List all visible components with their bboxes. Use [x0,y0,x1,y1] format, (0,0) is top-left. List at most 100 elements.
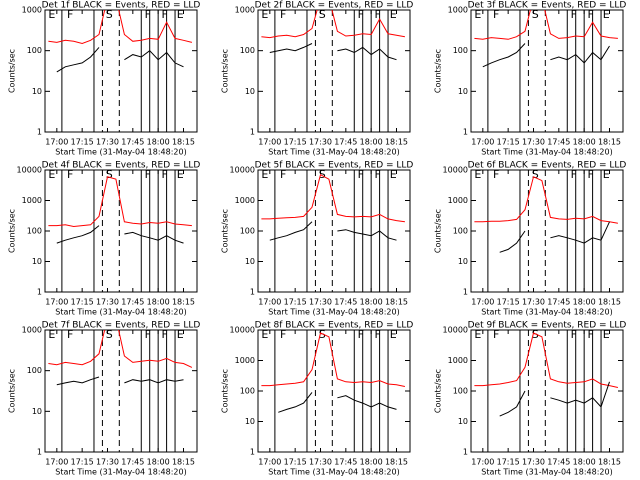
x-axis-label: Start Time (31-May-04 18:48:20) [55,148,186,157]
x-axis-label: Start Time (31-May-04 18:48:20) [55,468,186,477]
chart-title: Det 6f BLACK = Events, RED = LLD [468,161,627,171]
x-tick-label: 17:15 [71,138,94,147]
chart-title: Det 9f BLACK = Events, RED = LLD [468,321,627,331]
x-tick-label: 18:15 [598,298,621,307]
panel: Det 7f BLACK = Events, RED = LLD 1 10 100 10… [8,321,201,477]
interval-letter: E [177,328,184,341]
plot-frame [470,9,624,133]
x-tick-label: 18:15 [598,458,621,467]
panel: Det 5f BLACK = Events, RED = LLD 1 10 100 10… [221,161,414,317]
interval-letter: F [375,8,381,21]
x-axis-label: Start Time (31-May-04 18:48:20) [481,308,612,317]
chart-title: Det 4f BLACK = Events, RED = LLD [42,161,201,171]
plot-frame [257,9,411,133]
panel: Det 6f BLACK = Events, RED = LLD 1 10 100 10… [434,161,627,317]
series-line [56,225,184,244]
y-tick-label: 100 [240,227,255,236]
interval-letter: S [532,168,539,181]
y-tick-label: 100 [240,387,255,396]
interval-letter: E [474,168,481,181]
x-tick-label: 18:00 [573,138,596,147]
x-tick-label: 18:15 [172,138,195,147]
y-tick-label: 1000 [448,6,468,15]
x-tick-label: 17:30 [96,458,119,467]
series-line [48,330,193,368]
x-tick-label: 18:15 [385,138,408,147]
y-tick-label: 100 [27,227,42,236]
y-tick-label: 100 [240,46,255,55]
x-tick-label: 17:15 [497,458,520,467]
y-tick-label: 10 [458,417,468,426]
x-tick-label: 18:00 [147,138,170,147]
chart-title: Det 7f BLACK = Events, RED = LLD [42,321,201,331]
chart-title: Det 8f BLACK = Events, RED = LLD [255,321,414,331]
x-tick-label: 17:15 [71,298,94,307]
y-tick-label: 10 [245,417,255,426]
panel: Det 2f BLACK = Events, RED = LLD 1 10 100 10… [221,1,414,157]
series-line [48,10,193,45]
interval-letter: S [532,328,539,341]
x-tick-label: 17:45 [334,138,357,147]
y-tick-label: 10000 [230,166,255,175]
y-axis-label: Counts/sec [8,369,17,413]
x-tick-label: 17:45 [121,458,144,467]
chart-title: Det 1f BLACK = Events, RED = LLD [42,1,201,11]
interval-letter: S [532,8,539,21]
interval-letter: F [493,328,499,341]
plot-frame [44,329,198,453]
interval-letter: F [571,328,577,341]
interval-letter: F [145,168,151,181]
y-tick-label: 1 [37,288,42,297]
panel: Det 9f BLACK = Events, RED = LLD 1 10 100 10… [434,321,627,477]
x-tick-label: 17:00 [45,138,68,147]
x-tick-label: 17:45 [547,458,570,467]
interval-letter: F [280,328,286,341]
y-axis-label: Counts/sec [434,369,443,413]
x-tick-label: 17:00 [258,298,281,307]
x-axis-label: Start Time (31-May-04 18:48:20) [481,148,612,157]
x-tick-label: 17:00 [471,298,494,307]
x-tick-label: 17:45 [547,298,570,307]
x-tick-label: 17:45 [334,458,357,467]
y-tick-label: 10000 [17,166,42,175]
x-tick-label: 17:00 [258,138,281,147]
x-tick-label: 17:30 [522,458,545,467]
panel: Det 4f BLACK = Events, RED = LLD 1 10 100 10… [8,161,201,317]
panel: Det 3f BLACK = Events, RED = LLD 1 10 100 10… [434,1,627,157]
y-tick-label: 1 [37,128,42,137]
y-tick-label: 10000 [443,326,468,335]
interval-letter: F [358,168,364,181]
interval-letter: F [588,328,594,341]
y-tick-label: 1000 [448,356,468,365]
interval-letter: F [358,8,364,21]
y-tick-label: 10 [245,87,255,96]
y-tick-label: 1000 [22,326,42,335]
series-line [474,176,618,224]
interval-letter: F [493,8,499,21]
interval-letter: E [603,168,610,181]
interval-letter: F [571,168,577,181]
y-tick-label: 1000 [22,6,42,15]
interval-letter: E [48,328,55,341]
y-tick-label: 100 [453,227,468,236]
panel: Det 8f BLACK = Events, RED = LLD 1 10 100 10… [221,321,414,477]
x-tick-label: 17:15 [71,458,94,467]
interval-letter: E [474,328,481,341]
y-tick-label: 1000 [448,196,468,205]
plot-frame [470,329,624,453]
x-tick-label: 17:30 [309,138,332,147]
interval-letter: F [67,328,73,341]
series-line [261,10,405,39]
y-tick-label: 100 [27,366,42,375]
y-tick-label: 10 [458,257,468,266]
chart-title: Det 5f BLACK = Events, RED = LLD [255,161,414,171]
interval-letter: S [319,8,326,21]
x-tick-label: 18:00 [147,458,170,467]
interval-letter: S [106,8,113,21]
interval-letter: E [48,8,55,21]
plot-frame [44,9,198,133]
panel: Det 1f BLACK = Events, RED = LLD 1 10 100 10… [8,1,201,157]
x-tick-label: 18:00 [147,298,170,307]
interval-letter: F [145,8,151,21]
